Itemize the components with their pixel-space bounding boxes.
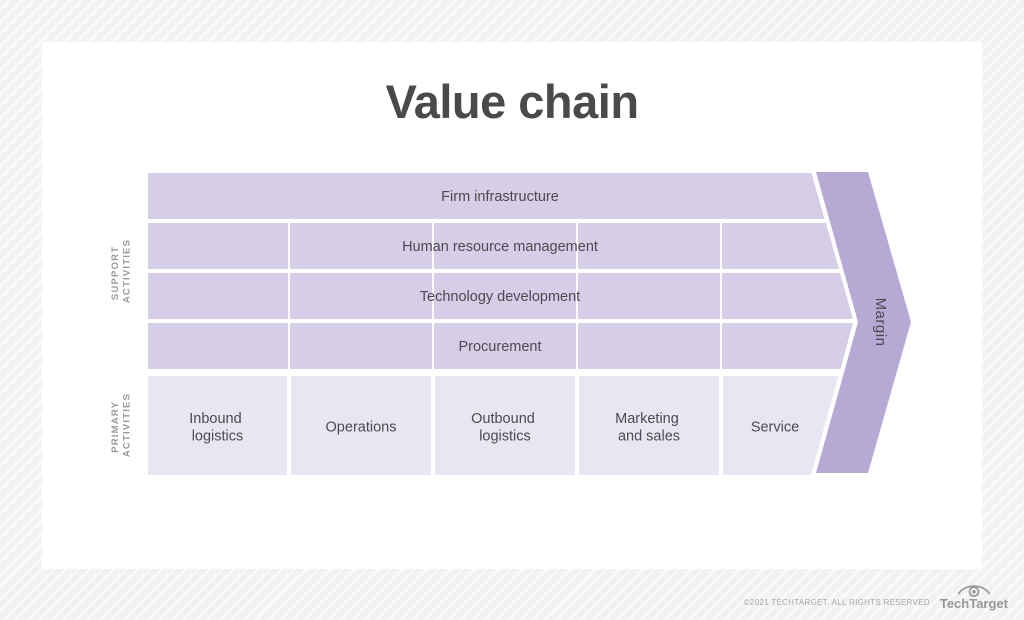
label-human-resource-management: Human resource management (402, 239, 598, 255)
support-label-line1: SUPPORT (110, 246, 121, 300)
cell-operations (291, 376, 431, 475)
label-marketing-and-sales: Marketing and sales (615, 411, 683, 445)
page-title: Value chain (385, 75, 639, 128)
label-outbound-line2: logistics (479, 429, 531, 445)
label-technology-development: Technology development (420, 289, 580, 305)
primary-activities-label: PRIMARY ACTIVITIES (110, 393, 133, 457)
techtarget-logo: TechTarget (940, 581, 1008, 610)
primary-label-line1: PRIMARY (110, 401, 121, 453)
cell-marketing-and-sales (579, 376, 719, 475)
row-human-resource-management (148, 223, 839, 269)
label-firm-infrastructure: Firm infrastructure (441, 189, 559, 205)
eye-icon (957, 585, 991, 598)
cell-inbound-logistics (148, 376, 287, 475)
cell-service (723, 376, 839, 475)
value-chain-diagram: SUPPORT ACTIVITIES PRIMARY ACTIVITIES (110, 172, 911, 475)
techtarget-logo-text: TechTarget (939, 596, 1008, 611)
footer: ©2021 TECHTARGET. ALL RIGHTS RESERVED Te… (744, 581, 1008, 610)
label-marketing-line1: Marketing (615, 411, 679, 427)
support-label-line2: ACTIVITIES (122, 239, 133, 303)
content-card: Value chain SUPPORT ACTIVITIES PRIMARY A… (42, 42, 982, 569)
row-technology-development (148, 273, 853, 319)
label-operations: Operations (326, 420, 397, 436)
column-divider-3 (576, 223, 578, 369)
support-activities-label: SUPPORT ACTIVITIES (110, 239, 133, 303)
row-firm-infrastructure (148, 173, 825, 219)
column-divider-1 (288, 223, 290, 369)
label-inbound-line1: Inbound (189, 411, 241, 427)
label-procurement: Procurement (458, 339, 541, 355)
primary-label-line2: ACTIVITIES (122, 393, 133, 457)
cell-outbound-logistics (435, 376, 575, 475)
label-inbound-line2: logistics (192, 429, 244, 445)
label-outbound-logistics: Outbound logistics (471, 411, 539, 445)
column-divider-2 (432, 223, 434, 369)
label-service: Service (751, 420, 799, 436)
margin-chevron (816, 172, 911, 473)
copyright-text: ©2021 TECHTARGET. ALL RIGHTS RESERVED (743, 598, 930, 607)
row-procurement (148, 323, 853, 369)
label-operations-line1: Operations (326, 420, 397, 436)
label-service-line1: Service (751, 420, 799, 436)
label-inbound-logistics: Inbound logistics (189, 411, 245, 445)
label-marketing-line2: and sales (618, 429, 680, 445)
column-divider-4 (720, 223, 722, 369)
margin-label: Margin (872, 298, 889, 347)
label-outbound-line1: Outbound (471, 411, 535, 427)
